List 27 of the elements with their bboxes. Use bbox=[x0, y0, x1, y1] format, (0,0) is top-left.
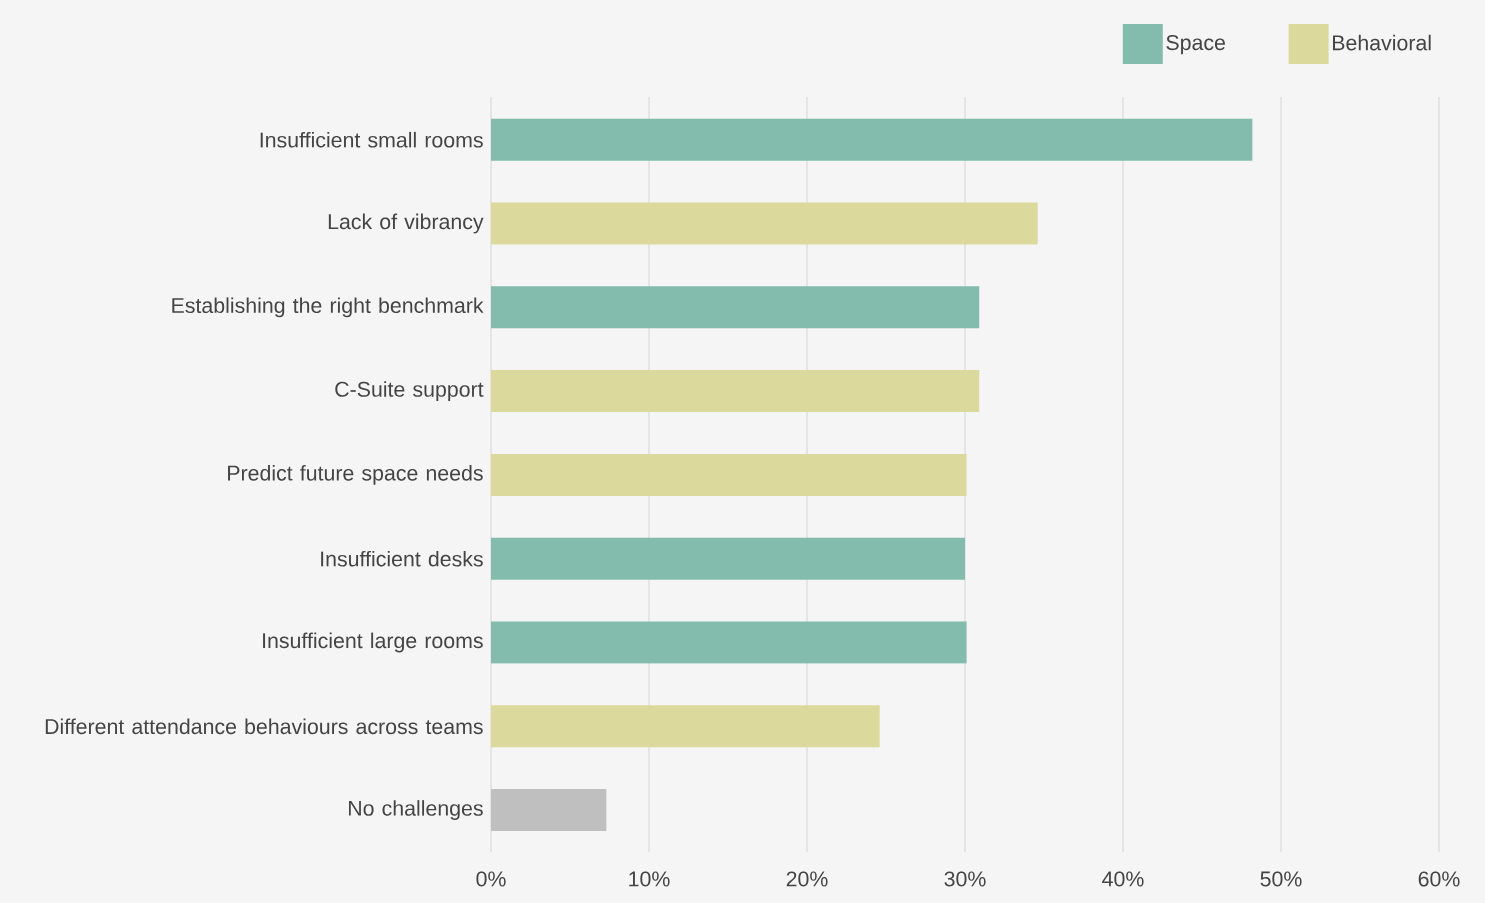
y-tick-label: Insufficient small rooms bbox=[260, 131, 483, 148]
bar bbox=[491, 453, 967, 496]
y-tick-label: Insufficient desks bbox=[321, 550, 483, 567]
legend-label: Space bbox=[1166, 35, 1225, 55]
legend-label: Behavioral bbox=[1333, 34, 1431, 51]
bar bbox=[491, 202, 1038, 245]
y-tick-label: Establishing the right benchmark bbox=[172, 297, 484, 318]
y-tick-label: Insufficient large rooms bbox=[263, 632, 483, 653]
bar bbox=[491, 537, 965, 580]
x-tick-label: 20% bbox=[786, 871, 828, 887]
x-tick-label: 50% bbox=[1260, 871, 1302, 887]
bar bbox=[491, 621, 967, 664]
x-tick-label: 0% bbox=[476, 871, 506, 887]
y-tick-label: Lack of vibrancy bbox=[328, 213, 484, 234]
bar bbox=[491, 118, 1253, 161]
x-tick-label: 10% bbox=[629, 871, 670, 887]
bar bbox=[491, 789, 607, 832]
x-tick-label: 30% bbox=[944, 871, 986, 887]
y-tick-label: Predict future space needs bbox=[228, 464, 483, 485]
bar bbox=[491, 370, 980, 413]
y-tick-label: No challenges bbox=[349, 800, 483, 821]
bar bbox=[491, 705, 880, 748]
y-tick-label: Different attendance behaviours across teams bbox=[45, 718, 483, 735]
x-tick-label: 60% bbox=[1418, 871, 1460, 887]
bar bbox=[491, 286, 980, 329]
y-tick-label: C-Suite support bbox=[335, 381, 484, 402]
x-tick-label: 40% bbox=[1102, 871, 1144, 887]
